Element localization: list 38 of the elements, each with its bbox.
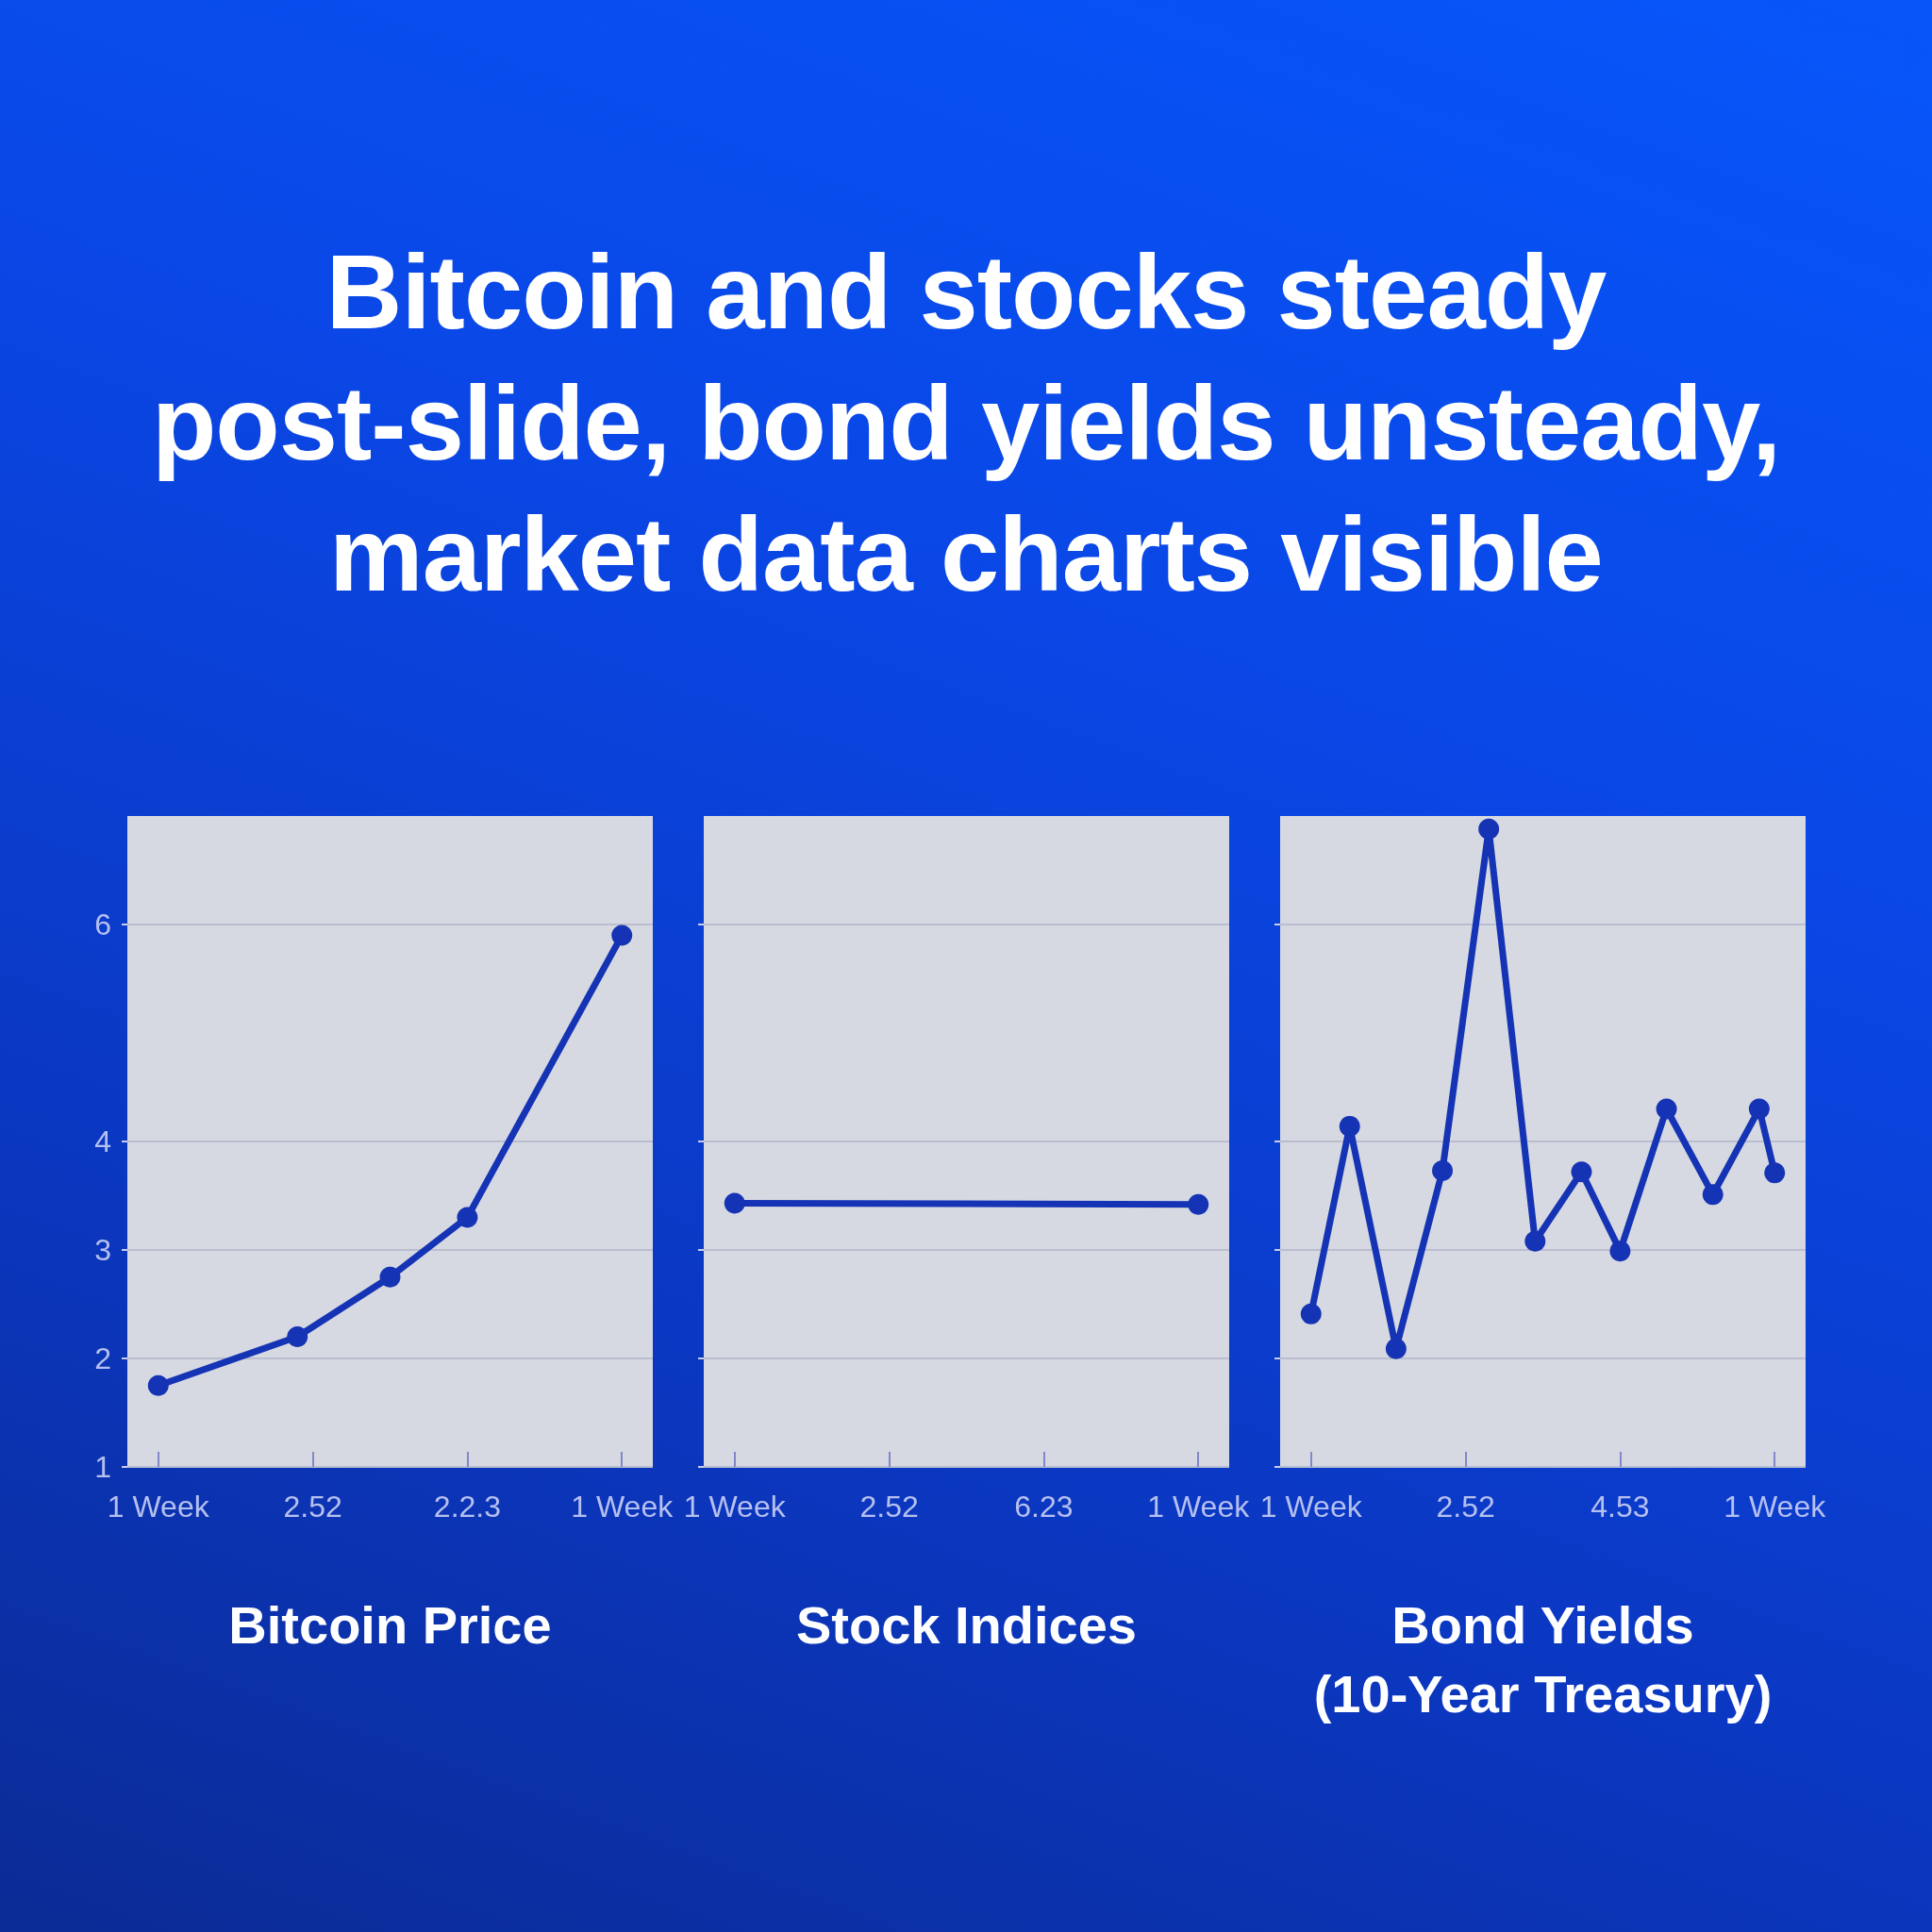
point xyxy=(1524,1230,1546,1252)
x-tick-label: 1 Week xyxy=(1147,1490,1251,1524)
point xyxy=(1764,1162,1786,1184)
x-tick-label: 2.52 xyxy=(283,1490,342,1524)
point xyxy=(1748,1098,1770,1120)
x-tick-label: 2.52 xyxy=(1436,1490,1495,1524)
point xyxy=(1385,1338,1407,1359)
point xyxy=(457,1207,478,1228)
x-tick-label: 6.23 xyxy=(1014,1490,1074,1524)
y-tick-label: 2 xyxy=(94,1341,111,1375)
text: Stock Indices xyxy=(795,1595,1138,1655)
point xyxy=(147,1374,169,1396)
y-tick-label: 1 xyxy=(94,1450,111,1484)
x-tick-label: 2.2.3 xyxy=(433,1490,501,1524)
y-tick-label: 3 xyxy=(94,1233,111,1267)
point xyxy=(1432,1160,1454,1182)
x-tick-label: 1 Week xyxy=(107,1490,210,1524)
x-tick-label: 1 Week xyxy=(1259,1490,1363,1524)
point xyxy=(379,1266,401,1288)
chart-title: Bitcoin and stocks steady post-slide, bond yields unsteady, market data charts visible xyxy=(151,233,1781,613)
point xyxy=(611,924,633,946)
point xyxy=(1702,1184,1724,1206)
x-tick-label: 1 Week xyxy=(1724,1490,1827,1524)
x-tick-label: 4.53 xyxy=(1591,1490,1650,1524)
point xyxy=(287,1326,308,1347)
point xyxy=(1339,1115,1360,1137)
x-tick-label: 2.52 xyxy=(859,1490,919,1524)
x-tick-label: 1 Week xyxy=(683,1490,787,1524)
point xyxy=(1656,1098,1677,1120)
point xyxy=(1571,1161,1592,1183)
y-tick-label: 6 xyxy=(94,908,111,941)
text: Bitcoin Price xyxy=(228,1595,552,1655)
point xyxy=(1609,1241,1631,1262)
y-tick-label: 4 xyxy=(94,1124,111,1158)
point xyxy=(1478,818,1500,840)
point xyxy=(1300,1303,1322,1324)
text: Bond Yields (10-Year Treasury) xyxy=(1313,1595,1773,1724)
x-tick-label: 1 Week xyxy=(571,1490,675,1524)
